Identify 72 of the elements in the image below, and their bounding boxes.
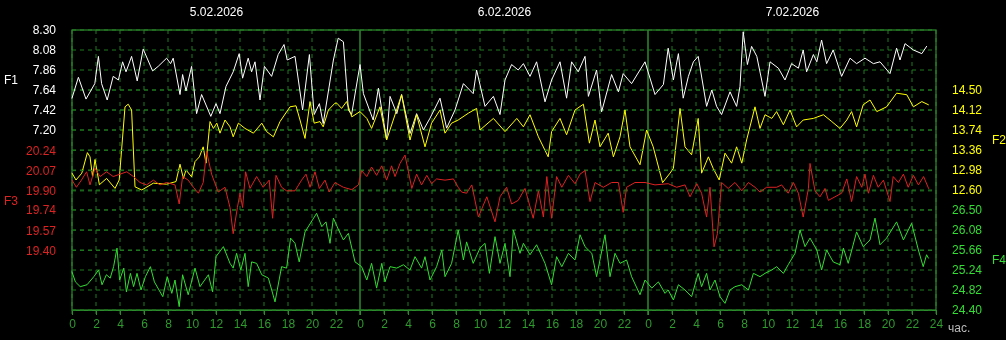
y2-tick-label: 12.60 — [952, 183, 983, 198]
x-tick-label: 10 — [185, 316, 200, 331]
x-tick-label: 22 — [905, 316, 920, 331]
x-tick-label: 20 — [305, 316, 320, 331]
x-tick-label: 0 — [69, 316, 77, 331]
x-axis-title: час. — [948, 321, 971, 335]
y-tick-label: 19.74 — [25, 203, 57, 218]
x-tick-label: 16 — [257, 316, 272, 331]
y-axis-title: F1 — [4, 73, 19, 88]
y2-tick-label: 25.24 — [952, 263, 983, 278]
x-tick-label: 4 — [693, 316, 701, 331]
x-tick-label: 0 — [645, 316, 653, 331]
y-tick-label: 8.30 — [32, 23, 57, 38]
x-tick-label: 14 — [521, 316, 536, 331]
x-tick-label: 4 — [405, 316, 413, 331]
x-tick-label: 18 — [569, 316, 584, 331]
y-tick-label: 7.20 — [32, 123, 57, 138]
y2-axis-title: F2 — [992, 133, 1006, 148]
x-tick-label: 20 — [593, 316, 608, 331]
x-tick-label: 6 — [429, 316, 437, 331]
y-tick-label: 7.86 — [32, 63, 57, 78]
line-series — [71, 212, 929, 308]
x-tick-label: 6 — [141, 316, 149, 331]
x-tick-label: 14 — [809, 316, 824, 331]
y-tick-label: 19.57 — [25, 223, 57, 238]
y2-tick-label: 25.66 — [952, 243, 983, 258]
y2-tick-label: 13.36 — [952, 143, 983, 158]
x-tick-label: 10 — [473, 316, 488, 331]
x-tick-label: 18 — [857, 316, 872, 331]
x-tick-label: 12 — [497, 316, 512, 331]
x-tick-label: 2 — [381, 316, 389, 331]
x-tick-label: 8 — [453, 316, 461, 331]
x-tick-label: 20 — [881, 316, 896, 331]
x-tick-label: 22 — [329, 316, 344, 331]
y-tick-label: 8.08 — [32, 43, 57, 58]
x-tick-label: 6 — [717, 316, 725, 331]
x-tick-label: 8 — [165, 316, 173, 331]
x2-tick-label: 6.02.2026 — [477, 5, 532, 19]
x-tick-label: 8 — [741, 316, 749, 331]
y2-tick-label: 14.50 — [952, 83, 983, 98]
x-tick-label: 2 — [93, 316, 101, 331]
y2-tick-label: 26.08 — [952, 223, 983, 238]
x-tick-label: 0 — [357, 316, 365, 331]
x-tick-label: 18 — [281, 316, 296, 331]
x-tick-label: 2 — [669, 316, 677, 331]
x-tick-label: 22 — [617, 316, 632, 331]
y-axis-title: F3 — [4, 193, 19, 208]
x-tick-label: 14 — [233, 316, 248, 331]
y-tick-label: 20.07 — [25, 163, 57, 178]
y2-tick-label: 12.98 — [952, 163, 983, 178]
x-tick-label: 16 — [833, 316, 848, 331]
x2-tick-label: 7.02.2026 — [765, 5, 820, 19]
y-tick-label: 20.24 — [25, 143, 57, 158]
line-series — [71, 92, 929, 191]
y2-tick-label: 26.50 — [952, 203, 983, 218]
y-tick-label: 19.40 — [25, 243, 57, 258]
y2-tick-label: 24.40 — [952, 303, 983, 318]
y-tick-label: 19.90 — [25, 184, 57, 199]
x-tick-label: 4 — [117, 316, 125, 331]
x-tick-label: 10 — [761, 316, 776, 331]
y-tick-label: 7.42 — [32, 103, 57, 118]
x2-tick-label: 5.02.2026 — [189, 5, 244, 19]
y2-tick-label: 24.82 — [952, 283, 983, 298]
y2-axis-title: F4 — [992, 253, 1006, 268]
x-tick-label: 12 — [785, 316, 800, 331]
y2-tick-label: 13.74 — [952, 123, 983, 138]
x-tick-label: 12 — [209, 316, 224, 331]
x-tick-label: 24 — [929, 316, 944, 331]
x-tick-label: 16 — [545, 316, 560, 331]
line-series — [71, 151, 930, 248]
y2-tick-label: 14.12 — [952, 103, 983, 118]
y-tick-label: 7.64 — [32, 83, 57, 98]
